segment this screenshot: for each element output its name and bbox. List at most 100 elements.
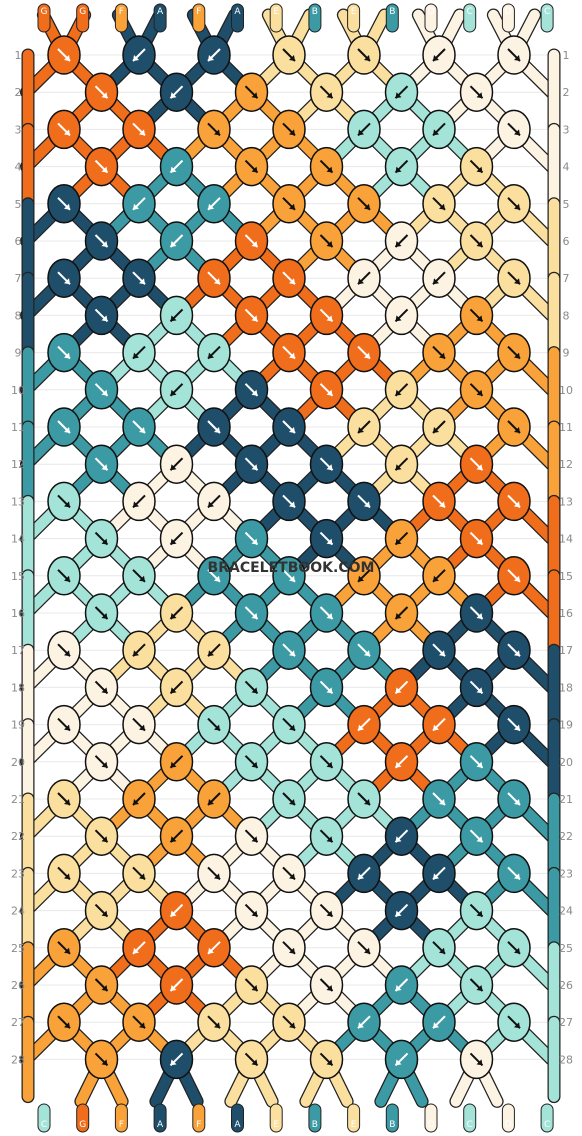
row-number: 13 xyxy=(11,495,25,508)
knot xyxy=(234,518,269,559)
knot xyxy=(197,184,231,224)
knot xyxy=(272,258,306,298)
arrow-head-icon xyxy=(514,947,520,954)
arrow-head-icon xyxy=(139,129,145,136)
knot xyxy=(159,146,194,187)
top-string-label: A xyxy=(153,3,167,33)
arrow-head-icon xyxy=(364,799,370,805)
knot xyxy=(459,816,494,856)
string-end xyxy=(347,1103,361,1133)
arrow-head-icon xyxy=(514,575,520,582)
row-number: 18 xyxy=(559,681,573,694)
knot xyxy=(422,407,456,447)
knot xyxy=(197,332,231,373)
arrow-head-icon xyxy=(439,650,445,657)
bottom-string-label: C xyxy=(37,1103,51,1133)
arrow-head-icon xyxy=(433,575,439,582)
knot xyxy=(122,332,156,373)
string-end xyxy=(153,3,167,33)
knot xyxy=(422,704,456,745)
knot xyxy=(84,295,119,336)
knot xyxy=(159,890,194,931)
knot xyxy=(309,444,344,484)
arrow-head-icon xyxy=(170,910,177,917)
row-number: 12 xyxy=(11,458,25,471)
arrow-head-icon xyxy=(64,203,70,210)
arrow-head-icon xyxy=(251,761,258,768)
knot xyxy=(84,221,119,261)
arrow-head-icon xyxy=(364,203,370,210)
string-letter: A xyxy=(234,1120,241,1130)
arrow-head-icon xyxy=(289,873,295,880)
string-end xyxy=(76,3,90,33)
knot xyxy=(272,630,306,670)
knot xyxy=(234,146,269,187)
knot xyxy=(497,332,531,373)
arrow-head-icon xyxy=(64,352,70,359)
row-number: 11 xyxy=(11,421,25,434)
row-number: 22 xyxy=(559,830,573,843)
arrow-head-icon xyxy=(364,352,370,359)
knot xyxy=(497,630,531,670)
knot xyxy=(384,593,419,633)
arrow-head-icon xyxy=(133,203,139,210)
arrow-head-icon xyxy=(170,985,177,991)
arrow-head-icon xyxy=(326,389,333,396)
row-number: 9 xyxy=(15,347,22,360)
arrow-head-icon xyxy=(251,92,258,99)
arrow-head-icon xyxy=(251,910,258,917)
bottom-string-label: A xyxy=(153,1103,167,1133)
row-number: 7 xyxy=(563,272,570,285)
knot xyxy=(159,816,194,856)
arrow-head-icon xyxy=(476,1059,483,1066)
knot xyxy=(384,965,419,1005)
knot xyxy=(309,518,344,559)
knot xyxy=(197,258,231,298)
string-letter: A xyxy=(157,1120,164,1130)
arrow-head-icon xyxy=(289,129,295,136)
string-end xyxy=(76,1103,90,1133)
string-letter: F xyxy=(196,7,201,17)
string-letter: A xyxy=(157,7,164,17)
arrow-head-icon xyxy=(395,92,402,99)
arrow-head-icon xyxy=(364,947,370,954)
knot xyxy=(197,1002,231,1042)
arrow-head-icon xyxy=(289,799,295,805)
knot xyxy=(272,556,306,596)
arrow-head-icon xyxy=(170,92,177,99)
knot xyxy=(459,965,494,1005)
arrow-head-icon xyxy=(395,836,402,843)
arrow-head-icon xyxy=(139,575,145,582)
knot xyxy=(347,35,381,75)
arrow-head-icon xyxy=(64,650,70,657)
knot xyxy=(47,332,81,373)
knot xyxy=(272,779,306,819)
row-number: 23 xyxy=(11,867,25,880)
knot xyxy=(384,370,419,410)
knot xyxy=(122,704,156,745)
knot xyxy=(384,816,419,856)
top-string-label: D xyxy=(424,3,438,33)
knot xyxy=(84,370,119,410)
knot xyxy=(47,779,81,819)
top-string-label: G xyxy=(76,3,90,33)
arrow-head-icon xyxy=(289,278,295,285)
knot xyxy=(497,109,531,150)
knot xyxy=(309,221,344,261)
row-number: 15 xyxy=(559,570,573,583)
arrow-head-icon xyxy=(289,55,295,61)
row-number: 28 xyxy=(559,1053,573,1066)
knot xyxy=(459,221,494,261)
row-number: 1 xyxy=(15,49,22,62)
knot xyxy=(459,742,494,782)
arrow-head-icon xyxy=(64,799,70,805)
arrow-head-icon xyxy=(395,166,402,173)
string-end xyxy=(501,1103,515,1133)
arrow-head-icon xyxy=(514,873,520,880)
arrow-head-icon xyxy=(433,724,439,731)
knot xyxy=(47,1002,81,1042)
knot xyxy=(47,109,81,150)
string-end xyxy=(269,1103,283,1133)
knot xyxy=(234,72,269,112)
